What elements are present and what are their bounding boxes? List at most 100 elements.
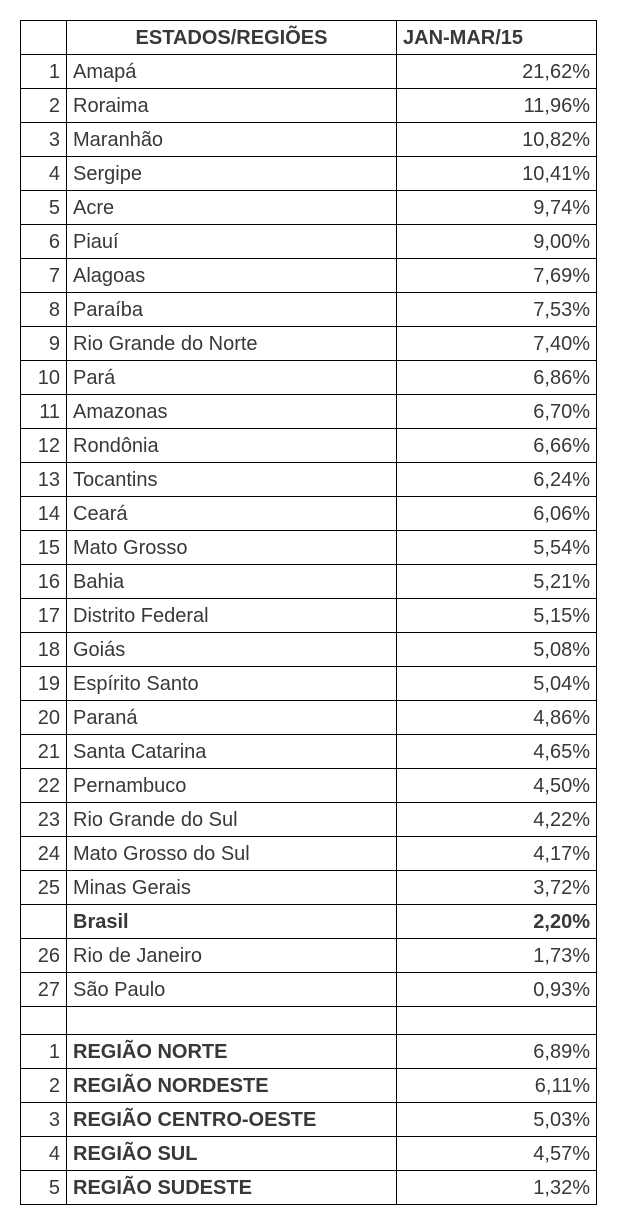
- cell-value: 21,62%: [397, 55, 597, 89]
- col-header-value: JAN-MAR/15: [397, 21, 597, 55]
- cell-state: REGIÃO SUDESTE: [67, 1171, 397, 1205]
- cell-state: Pará: [67, 361, 397, 395]
- cell-rank: 20: [21, 701, 67, 735]
- col-header-rank: [21, 21, 67, 55]
- cell-value: 7,53%: [397, 293, 597, 327]
- table-row: 1REGIÃO NORTE6,89%: [21, 1035, 597, 1069]
- table-body: 1Amapá21,62%2Roraima11,96%3Maranhão10,82…: [21, 55, 597, 1205]
- cell-value: 9,00%: [397, 225, 597, 259]
- table-row: 6Piauí9,00%: [21, 225, 597, 259]
- cell-value: 4,17%: [397, 837, 597, 871]
- cell-value: 6,66%: [397, 429, 597, 463]
- table-row: 15Mato Grosso5,54%: [21, 531, 597, 565]
- cell-value: 6,86%: [397, 361, 597, 395]
- cell-value: 6,24%: [397, 463, 597, 497]
- table-row: 1Amapá21,62%: [21, 55, 597, 89]
- cell-state: Pernambuco: [67, 769, 397, 803]
- cell-state: Amapá: [67, 55, 397, 89]
- cell-rank: 10: [21, 361, 67, 395]
- table-row: 10Pará6,86%: [21, 361, 597, 395]
- table-row: 20Paraná4,86%: [21, 701, 597, 735]
- table-row: 4REGIÃO SUL4,57%: [21, 1137, 597, 1171]
- cell-rank: 21: [21, 735, 67, 769]
- cell-rank: 3: [21, 1103, 67, 1137]
- cell-rank: 11: [21, 395, 67, 429]
- table-header-row: ESTADOS/REGIÕES JAN-MAR/15: [21, 21, 597, 55]
- table-row: 18Goiás5,08%: [21, 633, 597, 667]
- cell-state: Brasil: [67, 905, 397, 939]
- cell-rank: 24: [21, 837, 67, 871]
- cell-state: Maranhão: [67, 123, 397, 157]
- cell-state: Mato Grosso: [67, 531, 397, 565]
- cell-state: Paraná: [67, 701, 397, 735]
- cell-rank: 8: [21, 293, 67, 327]
- cell-value: 6,06%: [397, 497, 597, 531]
- table-row: 23Rio Grande do Sul4,22%: [21, 803, 597, 837]
- cell-rank: 16: [21, 565, 67, 599]
- table-row: [21, 1007, 597, 1035]
- cell-value: 1,32%: [397, 1171, 597, 1205]
- cell-value: 0,93%: [397, 973, 597, 1007]
- cell-value: 11,96%: [397, 89, 597, 123]
- cell-value: 6,89%: [397, 1035, 597, 1069]
- cell-rank: 14: [21, 497, 67, 531]
- cell-rank: 2: [21, 89, 67, 123]
- cell-state: Espírito Santo: [67, 667, 397, 701]
- cell-rank: 4: [21, 1137, 67, 1171]
- cell-state: REGIÃO NORDESTE: [67, 1069, 397, 1103]
- cell-rank: 26: [21, 939, 67, 973]
- table-row: 24Mato Grosso do Sul4,17%: [21, 837, 597, 871]
- cell-state: Rio de Janeiro: [67, 939, 397, 973]
- cell-state: Rondônia: [67, 429, 397, 463]
- table-row: 16Bahia5,21%: [21, 565, 597, 599]
- cell-value: 4,65%: [397, 735, 597, 769]
- cell-state: Piauí: [67, 225, 397, 259]
- cell-state: Santa Catarina: [67, 735, 397, 769]
- cell-state: Alagoas: [67, 259, 397, 293]
- cell-value: 5,03%: [397, 1103, 597, 1137]
- cell-value: 4,57%: [397, 1137, 597, 1171]
- cell-value: [397, 1007, 597, 1035]
- cell-value: 1,73%: [397, 939, 597, 973]
- cell-value: 2,20%: [397, 905, 597, 939]
- cell-rank: [21, 905, 67, 939]
- cell-state: REGIÃO SUL: [67, 1137, 397, 1171]
- table-row: 25Minas Gerais3,72%: [21, 871, 597, 905]
- table-row: 7Alagoas7,69%: [21, 259, 597, 293]
- cell-rank: 18: [21, 633, 67, 667]
- cell-state: São Paulo: [67, 973, 397, 1007]
- cell-rank: 27: [21, 973, 67, 1007]
- cell-rank: 1: [21, 1035, 67, 1069]
- cell-value: 5,21%: [397, 565, 597, 599]
- cell-rank: 7: [21, 259, 67, 293]
- cell-value: 6,70%: [397, 395, 597, 429]
- cell-state: Paraíba: [67, 293, 397, 327]
- table-row: 9Rio Grande do Norte7,40%: [21, 327, 597, 361]
- cell-rank: 5: [21, 1171, 67, 1205]
- col-header-state: ESTADOS/REGIÕES: [67, 21, 397, 55]
- cell-state: Bahia: [67, 565, 397, 599]
- cell-rank: 5: [21, 191, 67, 225]
- cell-state: Amazonas: [67, 395, 397, 429]
- cell-rank: [21, 1007, 67, 1035]
- cell-value: 3,72%: [397, 871, 597, 905]
- cell-state: Mato Grosso do Sul: [67, 837, 397, 871]
- cell-rank: 19: [21, 667, 67, 701]
- cell-state: Goiás: [67, 633, 397, 667]
- cell-rank: 12: [21, 429, 67, 463]
- cell-rank: 9: [21, 327, 67, 361]
- table-row: 3REGIÃO CENTRO-OESTE5,03%: [21, 1103, 597, 1137]
- cell-rank: 6: [21, 225, 67, 259]
- cell-state: Tocantins: [67, 463, 397, 497]
- cell-value: 10,41%: [397, 157, 597, 191]
- cell-state: REGIÃO CENTRO-OESTE: [67, 1103, 397, 1137]
- cell-value: 5,08%: [397, 633, 597, 667]
- states-table-container: ESTADOS/REGIÕES JAN-MAR/15 1Amapá21,62%2…: [20, 20, 595, 1205]
- cell-value: 5,15%: [397, 599, 597, 633]
- cell-value: 7,40%: [397, 327, 597, 361]
- table-row: 13Tocantins6,24%: [21, 463, 597, 497]
- cell-value: 7,69%: [397, 259, 597, 293]
- cell-rank: 22: [21, 769, 67, 803]
- table-row: Brasil2,20%: [21, 905, 597, 939]
- table-row: 26Rio de Janeiro1,73%: [21, 939, 597, 973]
